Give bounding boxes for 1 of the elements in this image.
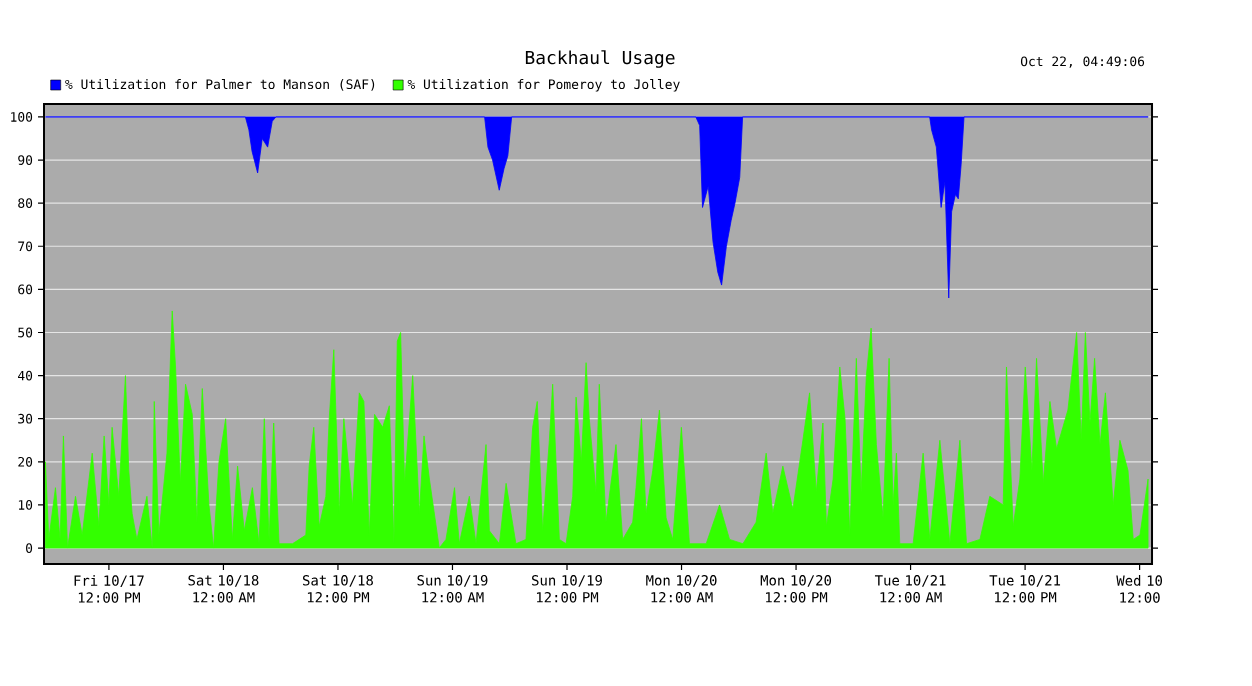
chart-title: Backhaul Usage xyxy=(525,50,675,68)
